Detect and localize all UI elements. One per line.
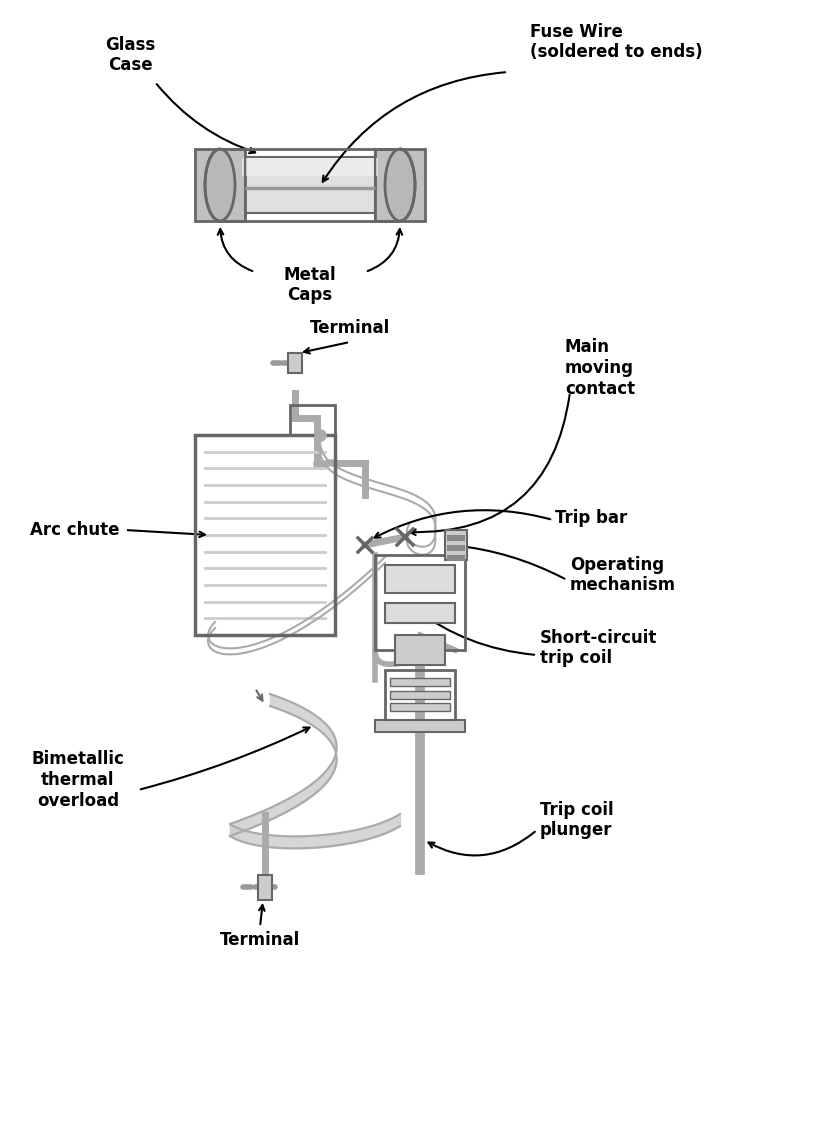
Bar — [375, 149, 425, 221]
Text: Metal
Caps: Metal Caps — [283, 266, 336, 304]
Bar — [385, 670, 455, 720]
Text: Short-circuit
trip coil: Short-circuit trip coil — [540, 628, 658, 668]
Bar — [390, 692, 450, 699]
Text: Terminal: Terminal — [220, 931, 300, 949]
Bar — [390, 678, 450, 686]
Text: Arc chute: Arc chute — [30, 521, 119, 539]
Ellipse shape — [205, 149, 235, 221]
Text: Fuse Wire
(soldered to ends): Fuse Wire (soldered to ends) — [530, 23, 703, 61]
Bar — [447, 545, 465, 551]
Bar — [375, 555, 465, 650]
Bar — [195, 435, 335, 635]
Bar — [385, 603, 455, 623]
Bar — [390, 703, 450, 711]
Text: Trip coil
plunger: Trip coil plunger — [540, 800, 614, 840]
Text: Main
moving
contact: Main moving contact — [565, 338, 635, 398]
Bar — [258, 875, 272, 899]
Text: Terminal: Terminal — [310, 319, 390, 337]
Text: Glass
Case: Glass Case — [105, 36, 155, 75]
Text: Operating
mechanism: Operating mechanism — [570, 556, 677, 594]
FancyBboxPatch shape — [242, 158, 378, 176]
Bar — [447, 534, 465, 541]
Bar — [385, 565, 455, 593]
Bar — [288, 353, 302, 373]
Bar — [395, 635, 445, 664]
Bar — [445, 530, 467, 560]
Bar — [447, 555, 465, 560]
Bar — [375, 720, 465, 732]
Bar — [195, 149, 245, 221]
Text: Bimetallic
thermal
overload: Bimetallic thermal overload — [31, 750, 124, 810]
Text: Trip bar: Trip bar — [555, 508, 627, 527]
Bar — [290, 405, 335, 435]
FancyBboxPatch shape — [240, 157, 380, 212]
Ellipse shape — [385, 149, 415, 221]
